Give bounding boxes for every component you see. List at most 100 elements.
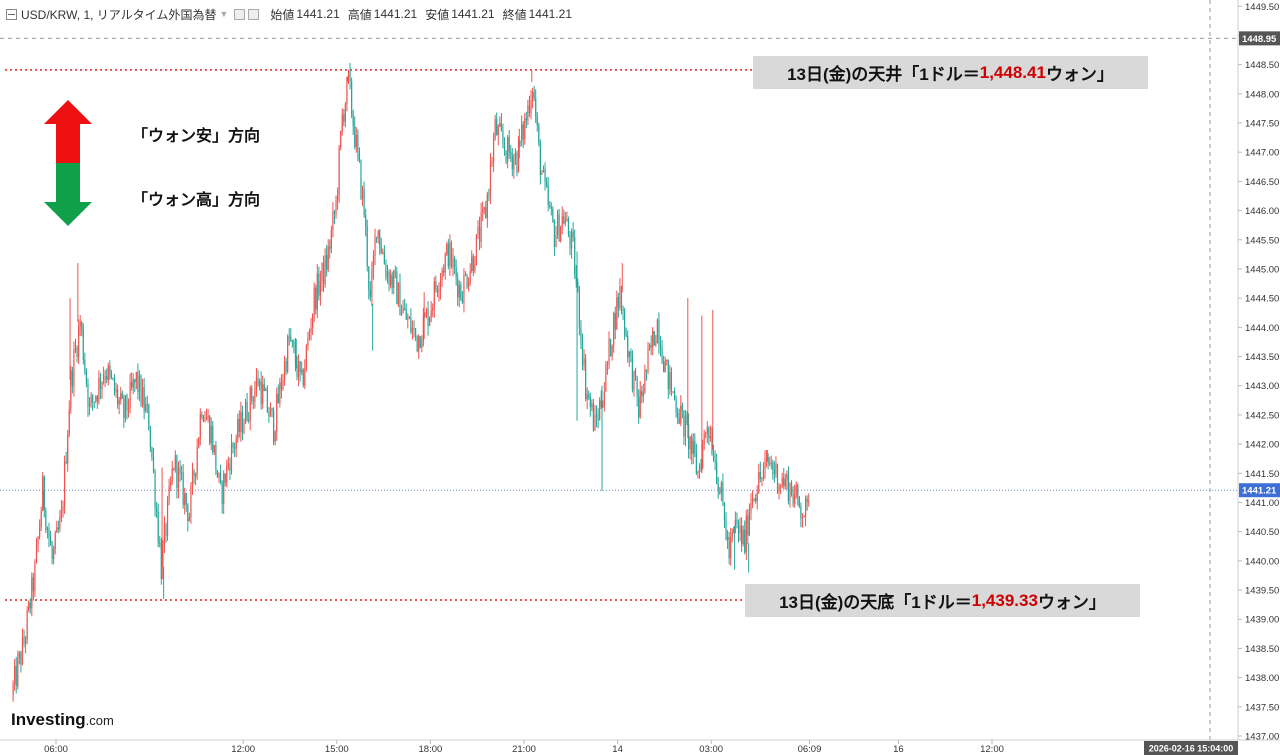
candle-body <box>603 391 605 406</box>
candle-body <box>352 114 354 127</box>
candle-body <box>227 463 229 465</box>
candle-body <box>800 506 802 519</box>
candle-body <box>149 429 151 448</box>
candle-body <box>57 527 59 530</box>
x-tick-label: 14 <box>612 744 623 755</box>
candle-body <box>550 206 552 209</box>
y-tick-label: 1445.00 <box>1245 264 1279 275</box>
candle-body <box>625 334 627 337</box>
candle-body <box>675 399 677 413</box>
candle-body <box>783 477 785 487</box>
candle-body <box>379 230 381 247</box>
collapse-icon[interactable] <box>6 8 17 20</box>
candle-body <box>246 401 248 420</box>
candle-body <box>644 369 646 392</box>
candle-body <box>711 435 713 455</box>
candle-body <box>243 423 245 433</box>
y-tick-label: 1445.50 <box>1245 235 1279 246</box>
candle-body <box>486 194 488 218</box>
candle-body <box>154 471 156 509</box>
candle-body <box>15 666 17 686</box>
candle-body <box>416 335 418 352</box>
candle-body <box>549 205 551 207</box>
candle-body <box>673 391 676 400</box>
candle-body <box>318 273 320 296</box>
x-tick-label: 03:00 <box>699 744 723 755</box>
candle-body <box>262 384 264 405</box>
candle-body <box>589 396 591 407</box>
candle-body <box>107 365 109 381</box>
candle-body <box>659 345 662 349</box>
candle-body <box>271 407 273 411</box>
candle-body <box>798 497 800 507</box>
candle-body <box>567 218 570 235</box>
candle-body <box>340 131 342 148</box>
candle-body <box>372 255 375 271</box>
y-tick-label: 1444.00 <box>1245 323 1279 334</box>
candle-body <box>180 472 183 474</box>
candle-body <box>694 440 696 454</box>
x-tick-label: 18:00 <box>419 744 443 755</box>
candle-body <box>156 508 158 513</box>
settings-icon[interactable] <box>234 8 246 20</box>
candle-body <box>383 252 385 265</box>
y-tick-label: 1448.50 <box>1245 60 1279 71</box>
x-tick-label: 21:00 <box>512 744 536 755</box>
candle-body <box>482 209 484 213</box>
candle-body <box>315 287 317 310</box>
candle-body <box>92 395 94 402</box>
candle-body <box>539 143 541 175</box>
candle-body <box>293 340 295 348</box>
candle-body <box>695 453 697 474</box>
candle-body <box>789 482 791 501</box>
candle-body <box>110 372 112 378</box>
candle-body <box>750 503 752 513</box>
candle-body <box>542 168 545 173</box>
close-icon[interactable] <box>248 8 260 20</box>
candle-body <box>531 91 534 101</box>
candle-body <box>193 470 195 477</box>
candle-body <box>74 347 77 350</box>
y-tick-label: 1449.50 <box>1245 2 1279 13</box>
candle-body <box>617 297 619 308</box>
candle-body <box>43 476 45 511</box>
direction-arrows <box>44 100 92 226</box>
candle-body <box>438 289 440 293</box>
candle-body <box>530 100 532 114</box>
candle-body <box>583 358 585 366</box>
candle-body <box>171 468 173 482</box>
candle-body <box>95 396 97 402</box>
y-tick-label: 1444.50 <box>1245 294 1279 305</box>
candle-body <box>81 321 83 331</box>
candle-body <box>762 468 765 478</box>
candle-body <box>683 410 685 437</box>
chevron-down-icon[interactable]: ▼ <box>219 9 229 19</box>
candle-body <box>446 243 448 255</box>
candle-body <box>336 194 339 201</box>
candle-body <box>546 181 548 187</box>
investing-logo[interactable]: Investing.com <box>11 710 114 730</box>
candle-body <box>667 359 669 389</box>
candle-body <box>276 393 278 432</box>
candle-body <box>394 271 396 273</box>
candle-body <box>505 150 507 162</box>
candle-body <box>151 447 153 458</box>
candle-body <box>703 433 705 445</box>
candle-body <box>578 290 580 328</box>
candle-body <box>244 401 247 424</box>
candle-body <box>291 340 293 342</box>
candles <box>12 62 810 702</box>
candle-body <box>238 419 240 432</box>
candle-body <box>251 387 253 401</box>
candle-body <box>577 282 579 291</box>
candle-body <box>140 375 142 405</box>
candle-body <box>177 467 180 489</box>
candle-body <box>648 344 651 349</box>
candle-body <box>609 339 612 357</box>
candle-body <box>653 331 655 346</box>
candle-body <box>775 463 777 475</box>
candle-body <box>346 77 348 105</box>
candle-body <box>453 258 456 268</box>
candle-body <box>202 416 205 422</box>
